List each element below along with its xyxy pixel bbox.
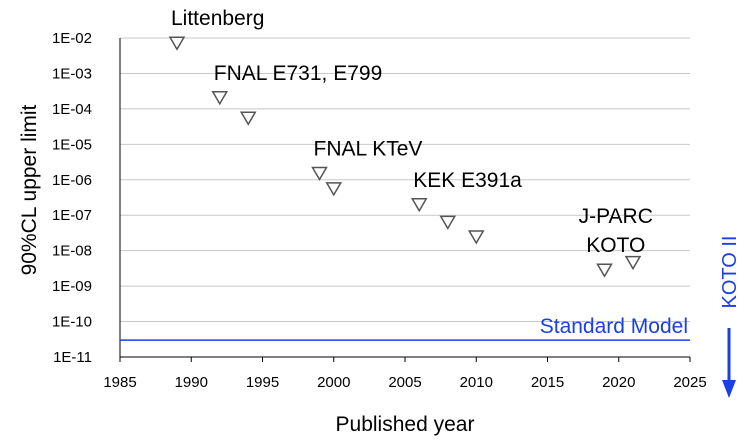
data-points bbox=[168, 36, 642, 278]
grid-lines bbox=[120, 37, 690, 358]
data-point-marker bbox=[168, 36, 186, 51]
x-tick-labels: 1985 1990 1995 2000 2005 2010 2015 2020 2025 bbox=[103, 374, 706, 391]
y-tick-label: 1E-07 bbox=[52, 207, 92, 224]
y-tick-label: 1E-02 bbox=[52, 30, 92, 47]
data-point-marker bbox=[325, 182, 343, 197]
standard-model-label: Standard Model bbox=[540, 315, 688, 338]
x-axis-title: Published year bbox=[336, 413, 475, 436]
y-tick-label: 1E-11 bbox=[53, 349, 92, 366]
data-point-marker bbox=[467, 230, 485, 245]
x-tick-label: 1990 bbox=[175, 374, 208, 391]
y-tick-label: 1E-09 bbox=[52, 278, 92, 295]
y-tick-label: 1E-08 bbox=[52, 243, 92, 260]
annotation-label: Littenberg bbox=[171, 7, 264, 30]
y-tick-label: 1E-05 bbox=[52, 136, 92, 153]
data-point-marker bbox=[211, 91, 229, 106]
x-tick-label: 1995 bbox=[246, 374, 279, 391]
data-point-marker bbox=[596, 263, 613, 278]
koto-ii-arrow: KOTO II bbox=[719, 236, 741, 398]
x-tick-label: 1985 bbox=[103, 374, 136, 391]
annotation-label: J-PARC bbox=[579, 205, 653, 228]
data-point-marker bbox=[439, 215, 457, 230]
y-tick-label: 1E-04 bbox=[52, 101, 92, 118]
annotation-label: FNAL E731, E799 bbox=[214, 62, 383, 85]
koto-ii-label: KOTO II bbox=[719, 236, 741, 309]
koto-ii-arrow-head bbox=[722, 380, 736, 398]
annotation-label: FNAL KTeV bbox=[314, 138, 423, 161]
standard-model-line: Standard Model bbox=[120, 315, 690, 341]
annotation-label: KOTO bbox=[586, 234, 645, 257]
x-tick-label: 2010 bbox=[460, 374, 493, 391]
y-tick-label: 1E-10 bbox=[52, 314, 92, 331]
data-point-marker bbox=[311, 166, 328, 182]
axes bbox=[119, 38, 691, 362]
annotations: Littenberg FNAL E731, E799 FNAL KTeV KEK E3… bbox=[171, 7, 653, 257]
x-tick-label: 2005 bbox=[388, 374, 421, 391]
x-tick-label: 2015 bbox=[531, 374, 564, 391]
x-tick-label: 2025 bbox=[673, 374, 706, 391]
y-axis-title: 90%CL upper limit bbox=[18, 104, 41, 275]
annotation-label: KEK E391a bbox=[413, 169, 522, 192]
y-tick-label: 1E-03 bbox=[52, 65, 92, 82]
data-point-marker bbox=[410, 198, 428, 213]
y-tick-labels: 1E-02 1E-03 1E-04 1E-05 1E-06 1E-07 1E-08 1E-09… bbox=[52, 30, 92, 366]
x-tick-label: 2020 bbox=[602, 374, 635, 391]
x-tick-label: 2000 bbox=[317, 374, 350, 391]
y-tick-label: 1E-06 bbox=[52, 172, 92, 189]
data-point-marker bbox=[624, 255, 642, 271]
data-point-marker bbox=[239, 111, 257, 126]
